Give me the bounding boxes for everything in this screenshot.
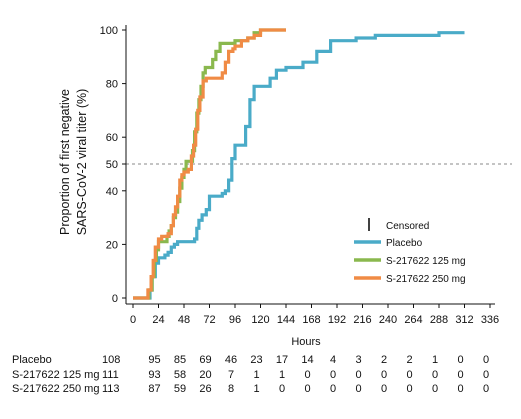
risk-cell: 0 (330, 383, 336, 395)
risk-cell: 4 (330, 354, 336, 366)
risk-cell: 8 (228, 383, 234, 395)
x-tick-group: 0 24 48 72 96 120 144 168 192 216 240 264 288 312 336 (130, 304, 499, 326)
x-tick-label: 96 (229, 314, 241, 326)
risk-cell: 95 (148, 354, 160, 366)
y-axis-title-line2: SARS-CoV-2 viral titer (%) (75, 89, 89, 236)
risk-cell: 0 (406, 383, 412, 395)
risk-cell: 26 (199, 383, 211, 395)
x-tick-label: 144 (277, 314, 295, 326)
risk-cell: 0 (457, 369, 463, 381)
risk-cell: 0 (355, 383, 361, 395)
risk-row-label: S-217622 125 mg (12, 369, 99, 381)
risk-cell: 3 (355, 354, 361, 366)
y-tick-label: 50 (106, 159, 118, 171)
risk-cell: 0 (457, 354, 463, 366)
risk-cell: 20 (199, 369, 211, 381)
risk-cell: 2 (406, 354, 412, 366)
x-tick-label: 0 (130, 314, 136, 326)
series-line-placebo (133, 31, 465, 300)
y-tick-label: 20 (106, 239, 118, 251)
risk-cell: 85 (174, 354, 186, 366)
x-tick-label: 72 (203, 314, 215, 326)
risk-cell: 0 (432, 369, 438, 381)
x-tick-label: 24 (152, 314, 164, 326)
legend-censored-label: Censored (386, 221, 429, 232)
x-tick-label: 192 (328, 314, 346, 326)
risk-cell: 93 (148, 369, 160, 381)
legend-label-placebo: Placebo (386, 238, 423, 249)
risk-row-label: S-217622 250 mg (12, 383, 99, 395)
legend-label-s-217622-125-mg: S-217622 125 mg (386, 256, 466, 267)
x-tick-label: 288 (430, 314, 448, 326)
y-tick-group: 0 20 40 50 60 80 100 (100, 25, 126, 305)
x-tick-label: 216 (353, 314, 371, 326)
risk-cell: 0 (279, 383, 285, 395)
risk-cell: 2 (381, 354, 387, 366)
series-line-s-217622-250-mg (133, 28, 286, 300)
x-axis-title: Hours (291, 336, 321, 348)
risk-cell: 0 (483, 369, 489, 381)
risk-cell: 108 (102, 354, 120, 366)
x-tick-label: 312 (455, 314, 473, 326)
risk-row-label: Placebo (12, 354, 52, 366)
risk-cell: 58 (174, 369, 186, 381)
y-tick-label: 60 (106, 132, 118, 144)
risk-cell: 0 (304, 369, 310, 381)
risk-cell: 0 (457, 383, 463, 395)
risk-cell: 7 (228, 369, 234, 381)
x-tick-label: 264 (404, 314, 422, 326)
risk-cell: 113 (102, 383, 120, 395)
risk-table: Placebo 108 95 85 69 46 23 17 14 4 3 2 2 1 0 0S-217622 … (12, 354, 489, 395)
risk-cell: 69 (199, 354, 211, 366)
risk-cell: 111 (102, 369, 119, 381)
y-axis-title-line1: Proportion of first negative (58, 89, 72, 235)
y-tick-label: 0 (112, 293, 118, 305)
legend: Censored Placebo S-217622 125 mg S-217622 … (354, 218, 466, 285)
series-layer (133, 28, 465, 300)
x-tick-label: 120 (251, 314, 269, 326)
risk-cell: 0 (483, 354, 489, 366)
risk-cell: 1 (253, 369, 259, 381)
y-tick-label: 40 (106, 186, 118, 198)
risk-cell: 0 (330, 369, 336, 381)
risk-cell: 23 (250, 354, 262, 366)
risk-cell: 0 (381, 383, 387, 395)
y-tick-label: 100 (100, 25, 118, 37)
x-tick-label: 240 (379, 314, 397, 326)
risk-cell: 0 (355, 369, 361, 381)
risk-cell: 46 (225, 354, 237, 366)
risk-cell: 1 (432, 354, 438, 366)
legend-label-s-217622-250-mg: S-217622 250 mg (386, 274, 466, 285)
y-tick-label: 80 (106, 79, 118, 91)
risk-cell: 0 (381, 369, 387, 381)
risk-cell: 0 (483, 383, 489, 395)
risk-cell: 0 (432, 383, 438, 395)
risk-cell: 17 (276, 354, 288, 366)
risk-cell: 1 (279, 369, 285, 381)
x-tick-label: 336 (481, 314, 499, 326)
risk-cell: 0 (406, 369, 412, 381)
risk-cell: 14 (301, 354, 313, 366)
x-tick-label: 48 (178, 314, 190, 326)
risk-cell: 1 (253, 383, 259, 395)
risk-cell: 0 (304, 383, 310, 395)
x-tick-label: 168 (302, 314, 320, 326)
risk-cell: 59 (174, 383, 186, 395)
risk-cell: 87 (148, 383, 160, 395)
